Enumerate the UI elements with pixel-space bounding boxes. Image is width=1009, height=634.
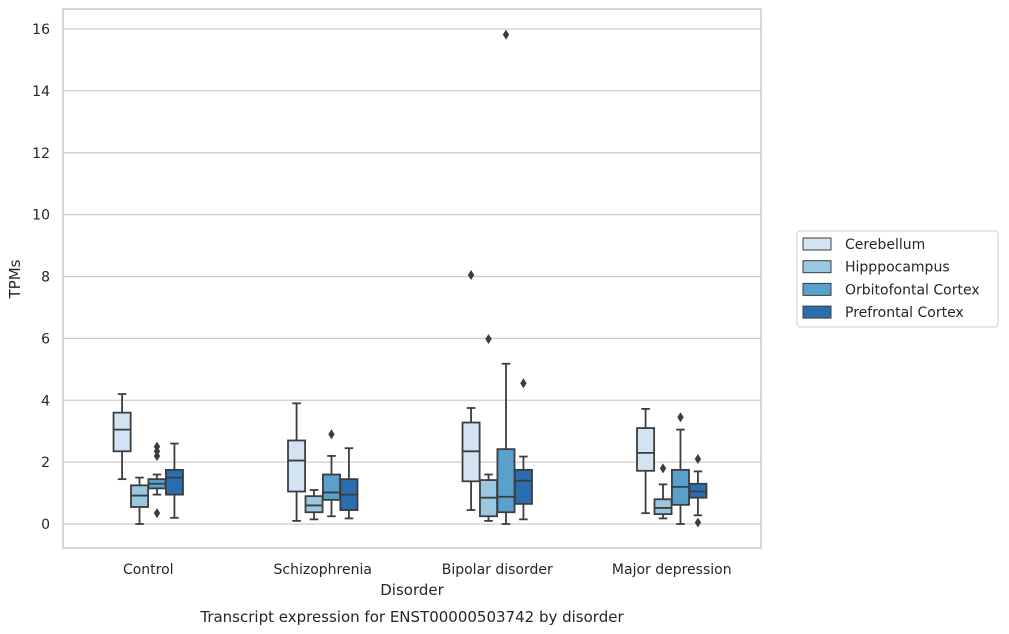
box-cerebellum [461,269,481,511]
legend-label: Cerebellum [845,237,925,253]
box-cerebellum [287,402,307,522]
y-axis-ticks: 0 2 4 6 8 10 12 14 16 [32,22,50,533]
legend-label: Orbitofontal Cortex [845,282,980,298]
y-tick-label: 6 [41,331,50,347]
box-body [287,439,307,493]
outlier-point [677,412,684,423]
y-tick-label: 10 [32,208,50,224]
box-body [164,468,184,496]
box-orbitofontal-cortex [147,441,167,519]
x-tick-label: Major depression [612,562,732,578]
legend-swatch [802,260,832,274]
outlier-point [694,517,702,528]
box-orbitofontal-cortex [322,429,341,518]
y-tick-label: 4 [41,393,50,409]
box-hipppocampus [130,476,149,525]
y-tick-label: 0 [41,517,50,533]
outlier-point [520,378,527,389]
outlier-point [694,454,702,465]
chart-caption: Transcript expression for ENST0000050374… [199,608,624,626]
legend-swatch [802,282,832,296]
outlier-point [467,269,475,280]
x-tick-label: Control [123,562,174,578]
y-tick-label: 16 [32,22,50,38]
box-cerebellum [636,408,656,515]
y-tick-label: 2 [41,455,50,471]
box-prefrontal-cortex [339,447,359,520]
x-tick-label: Bipolar disorder [442,562,553,578]
y-tick-label: 14 [32,84,50,100]
box-body [513,468,533,505]
outlier-point [659,463,667,474]
legend: Cerebellum Hipppocampus Orbitofontal Corte… [796,230,999,328]
box-body [636,427,656,472]
box-body [496,448,516,514]
legend-label: Prefrontal Cortex [845,305,964,321]
legend-swatch [802,237,832,251]
box-prefrontal-cortex [688,454,708,528]
outlier-point [328,429,335,440]
outlier-point [153,508,161,519]
box-prefrontal-cortex [164,442,184,519]
legend-swatch [802,305,832,319]
outlier-point [485,333,492,344]
x-tick-label: Schizophrenia [274,562,372,578]
y-tick-label: 8 [41,270,50,286]
legend-frame [796,230,999,328]
x-axis-label: Disorder [380,581,444,599]
box-body [112,411,132,453]
box-cerebellum [112,393,132,481]
y-axis-label: TPMs [6,259,24,299]
gridlines [63,28,761,525]
box-hipppocampus [653,463,673,520]
y-tick-label: 12 [32,146,50,162]
legend-label: Hipppocampus [845,260,950,276]
boxes [112,29,708,528]
box-body [322,473,341,501]
outlier-point [502,29,510,40]
plot-area [62,8,762,549]
x-axis-ticks: Control Schizophrenia Bipolar disorder Majo… [123,562,732,578]
outlier-point [153,441,161,452]
box-hipppocampus [304,489,324,521]
box-prefrontal-cortex [513,378,533,521]
box-body [653,498,673,516]
box-body [304,495,324,514]
